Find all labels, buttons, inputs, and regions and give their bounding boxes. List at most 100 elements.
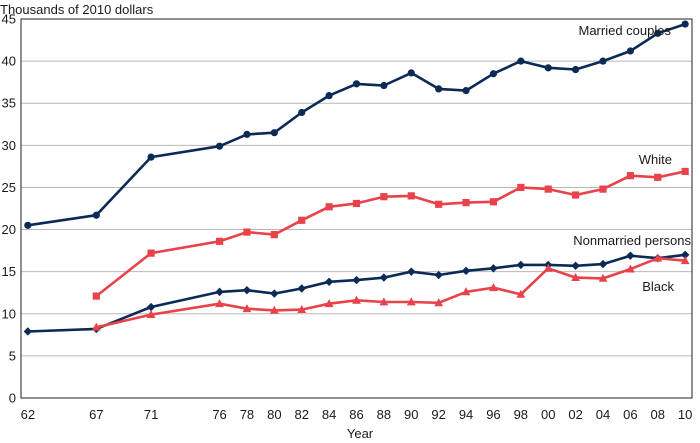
data-point-white xyxy=(215,237,224,245)
data-point-white xyxy=(462,199,470,207)
x-tick-label: 04 xyxy=(596,407,610,422)
data-point-nonmarried-persons xyxy=(215,287,224,297)
data-point-married-couples xyxy=(462,86,470,95)
data-point-black xyxy=(242,304,252,313)
data-point-white xyxy=(147,249,155,257)
series-black xyxy=(91,253,690,331)
data-point-married-couples xyxy=(517,57,525,65)
data-point-white xyxy=(654,173,662,181)
data-point-white xyxy=(435,200,443,208)
series-labels: Married couples White Nonmarried persons Bl… xyxy=(573,23,691,294)
data-point-white xyxy=(92,292,100,300)
x-tick-label: 67 xyxy=(89,407,103,422)
data-point-married-couples xyxy=(298,108,306,117)
data-point-married-couples xyxy=(24,221,32,229)
data-point-black xyxy=(297,304,307,313)
data-point-black xyxy=(91,322,101,331)
data-point-black xyxy=(352,295,361,304)
data-point-black xyxy=(489,283,498,292)
data-point-white xyxy=(517,183,525,192)
series-white xyxy=(92,167,689,300)
data-point-nonmarried-persons xyxy=(407,267,416,276)
x-tick-label: 08 xyxy=(651,407,665,422)
data-point-white xyxy=(489,198,498,206)
data-point-white xyxy=(572,191,580,199)
x-tick-label: 84 xyxy=(322,407,336,422)
data-point-married-couples xyxy=(435,85,443,93)
data-point-nonmarried-persons xyxy=(571,261,580,270)
data-point-nonmarried-persons xyxy=(489,264,498,273)
data-point-married-couples xyxy=(654,29,662,37)
data-point-married-couples xyxy=(147,153,155,161)
y-tick-label: 35 xyxy=(2,96,16,111)
data-point-black xyxy=(598,273,608,282)
x-tick-label: 00 xyxy=(541,407,555,422)
data-point-married-couples xyxy=(325,92,333,100)
data-point-nonmarried-persons xyxy=(680,250,690,260)
data-point-married-couples xyxy=(92,211,100,219)
data-point-white xyxy=(243,228,251,236)
data-point-white xyxy=(352,199,361,208)
data-point-black xyxy=(434,298,444,307)
y-tick-label: 0 xyxy=(9,391,16,406)
y-tick-label: 45 xyxy=(2,12,16,27)
data-point-nonmarried-persons xyxy=(461,266,471,276)
data-point-married-couples xyxy=(599,57,607,65)
data-point-black xyxy=(653,253,663,262)
data-point-white xyxy=(544,185,552,193)
data-point-nonmarried-persons xyxy=(324,277,334,286)
x-tick-label: 86 xyxy=(349,407,363,422)
data-point-married-couples xyxy=(489,70,498,78)
data-point-black xyxy=(269,305,279,314)
data-point-black xyxy=(461,287,471,296)
data-point-black xyxy=(516,289,526,298)
data-point-married-couples xyxy=(270,129,278,137)
data-point-nonmarried-persons xyxy=(242,285,252,295)
x-tick-label: 76 xyxy=(212,407,226,422)
data-point-black xyxy=(215,299,224,308)
data-point-black xyxy=(146,310,156,319)
x-tick-label: 10 xyxy=(678,407,692,422)
x-tick-label: 92 xyxy=(431,407,445,422)
data-point-white xyxy=(325,203,333,211)
data-point-white xyxy=(407,192,415,200)
data-point-married-couples xyxy=(681,20,689,28)
y-tick-label: 10 xyxy=(2,306,16,321)
x-tick-labels: 62 67 71 76 78 80 82 84 86 88 90 92 94 96 98 00 02 04 06 08… xyxy=(21,407,693,422)
data-point-married-couples xyxy=(626,47,634,55)
y-axis-title: Thousands of 2010 dollars xyxy=(0,2,154,17)
data-point-white xyxy=(626,172,634,180)
x-tick-label: 98 xyxy=(514,407,528,422)
x-tick-label: 90 xyxy=(404,407,418,422)
data-point-married-couples xyxy=(215,142,224,150)
data-point-married-couples xyxy=(352,80,361,88)
series-label-white: White xyxy=(639,152,672,167)
series-line-white xyxy=(95,170,686,298)
data-point-black xyxy=(680,256,690,265)
data-point-black xyxy=(571,272,581,281)
data-point-black xyxy=(406,297,416,306)
x-tick-label: 80 xyxy=(267,407,281,422)
x-tick-label: 94 xyxy=(459,407,473,422)
data-point-black xyxy=(625,264,635,273)
series-label-nonmarried-persons: Nonmarried persons xyxy=(573,233,691,248)
series-lines xyxy=(23,20,690,336)
data-point-married-couples xyxy=(544,64,552,72)
data-point-white xyxy=(270,231,278,239)
data-point-nonmarried-persons xyxy=(23,327,33,336)
x-tick-label: 88 xyxy=(377,407,391,422)
series-line-black xyxy=(96,256,686,329)
x-axis-title: Year xyxy=(347,426,374,441)
data-point-married-couples xyxy=(243,130,251,138)
data-point-married-couples xyxy=(572,65,580,74)
x-tick-label: 62 xyxy=(21,407,35,422)
x-tick-label: 82 xyxy=(294,407,308,422)
data-point-nonmarried-persons xyxy=(297,284,306,293)
series-label-married-couples: Married couples xyxy=(579,23,672,38)
series-label-black: Black xyxy=(642,279,674,294)
data-point-nonmarried-persons xyxy=(146,302,156,312)
data-point-nonmarried-persons xyxy=(598,259,608,269)
series-nonmarried-persons xyxy=(23,250,690,336)
data-point-nonmarried-persons xyxy=(379,273,389,282)
